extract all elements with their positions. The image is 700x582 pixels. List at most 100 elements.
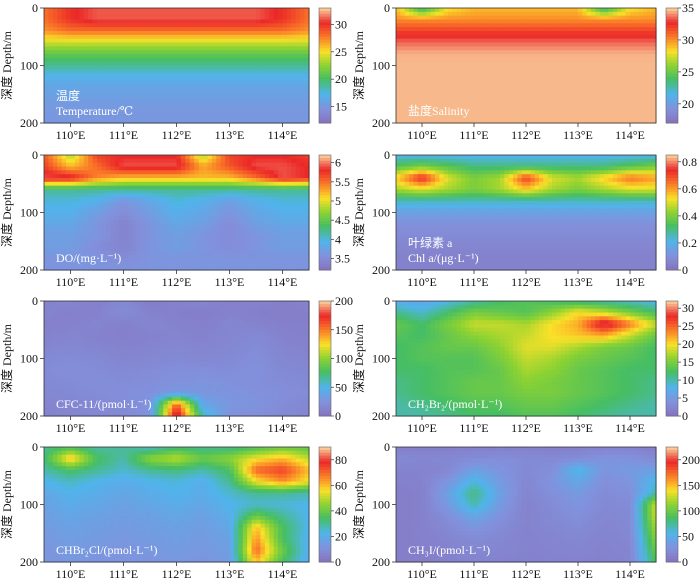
heatmap-cell — [194, 92, 199, 96]
heatmap-cell — [168, 163, 173, 167]
heatmap-cell — [465, 62, 470, 66]
heatmap-cell — [194, 66, 199, 70]
heatmap-cell — [207, 58, 212, 62]
heatmap-cell — [101, 197, 106, 201]
heatmap-cell — [150, 232, 155, 236]
heatmap-cell — [163, 159, 168, 163]
heatmap-cell — [522, 50, 527, 54]
heatmap-cell — [247, 16, 252, 20]
heatmap-cell — [470, 39, 475, 43]
heatmap-cell — [300, 182, 305, 186]
heatmap-cell — [296, 104, 301, 108]
heatmap-cell — [199, 62, 204, 66]
heatmap-cell — [617, 92, 622, 96]
heatmap-cell — [513, 104, 518, 108]
heatmap-cell — [225, 12, 230, 16]
heatmap-cell — [448, 8, 453, 12]
heatmap-cell — [513, 54, 518, 58]
heatmap-cell — [150, 39, 155, 43]
heatmap-cell — [163, 77, 168, 81]
heatmap-cell — [548, 66, 553, 70]
heatmap-cell — [530, 27, 535, 31]
heatmap-cell — [132, 58, 137, 62]
heatmap-cell — [565, 62, 570, 66]
heatmap-cell — [274, 85, 279, 89]
heatmap-cell — [478, 16, 483, 20]
heatmap-cell — [79, 96, 84, 100]
heatmap-cell — [457, 35, 462, 39]
heatmap-cell — [207, 12, 212, 16]
heatmap-cell — [569, 43, 574, 47]
heatmap-cell — [207, 182, 212, 186]
heatmap-cell — [539, 39, 544, 43]
heatmap-cell — [448, 20, 453, 24]
heatmap-cell — [595, 50, 600, 54]
heatmap-cell — [539, 66, 544, 70]
heatmap-cell — [110, 209, 115, 213]
heatmap-cell — [172, 213, 177, 217]
heatmap-cell — [500, 96, 505, 100]
colorbar-tick-label: 25 — [682, 65, 694, 79]
heatmap-cell — [212, 73, 217, 77]
heatmap-cell — [247, 92, 252, 96]
heatmap-cell — [509, 16, 514, 20]
heatmap-cell — [530, 115, 535, 119]
heatmap-cell — [194, 115, 199, 119]
heatmap-cell — [168, 186, 173, 190]
heatmap-cell — [496, 50, 501, 54]
heatmap-cell — [643, 100, 648, 104]
heatmap-cell — [221, 100, 226, 104]
heatmap-cell — [212, 201, 217, 205]
heatmap-cell — [287, 50, 292, 54]
heatmap-cell — [212, 197, 217, 201]
heatmap-cell — [185, 155, 190, 159]
heatmap-cell — [465, 50, 470, 54]
heatmap-cell — [230, 81, 235, 85]
heatmap-cell — [48, 193, 53, 197]
heatmap-cell — [44, 35, 49, 39]
heatmap-cell — [124, 178, 129, 182]
heatmap-cell — [181, 66, 186, 70]
heatmap-cell — [132, 213, 137, 217]
heatmap-cell — [185, 186, 190, 190]
heatmap-cell — [639, 20, 644, 24]
heatmap-cell — [574, 39, 579, 43]
heatmap-cell — [101, 190, 106, 194]
heatmap-cell — [491, 62, 496, 66]
heatmap-cell — [66, 178, 71, 182]
heatmap-cell — [79, 39, 84, 43]
heatmap-cell — [265, 85, 270, 89]
heatmap-cell — [185, 31, 190, 35]
heatmap-cell — [207, 178, 212, 182]
heatmap-cell — [252, 20, 257, 24]
heatmap-cell — [137, 224, 142, 228]
heatmap-cell — [44, 170, 49, 174]
heatmap-cell — [444, 46, 449, 50]
heatmap-cell — [124, 46, 129, 50]
heatmap-cell — [194, 205, 199, 209]
heatmap-cell — [97, 182, 102, 186]
heatmap-cell — [591, 69, 596, 73]
heatmap-cell — [225, 23, 230, 27]
heatmap-cell — [300, 16, 305, 20]
heatmap-cell — [461, 16, 466, 20]
heatmap-cell — [405, 46, 410, 50]
heatmap-cell — [517, 31, 522, 35]
heatmap-cell — [283, 8, 288, 12]
heatmap-cell — [496, 100, 501, 104]
heatmap-cell — [177, 174, 182, 178]
heatmap-cell — [461, 43, 466, 47]
heatmap-cell — [461, 92, 466, 96]
heatmap-cell — [474, 50, 479, 54]
heatmap-cell — [509, 112, 514, 116]
heatmap-cell — [194, 197, 199, 201]
heatmap-cell — [457, 39, 462, 43]
heatmap-cell — [79, 174, 84, 178]
heatmap-cell — [548, 73, 553, 77]
heatmap-cell — [194, 186, 199, 190]
heatmap-cell — [413, 8, 418, 12]
heatmap-cell — [168, 73, 173, 77]
heatmap-cell — [526, 89, 531, 93]
heatmap-cell — [247, 81, 252, 85]
heatmap-cell — [496, 58, 501, 62]
